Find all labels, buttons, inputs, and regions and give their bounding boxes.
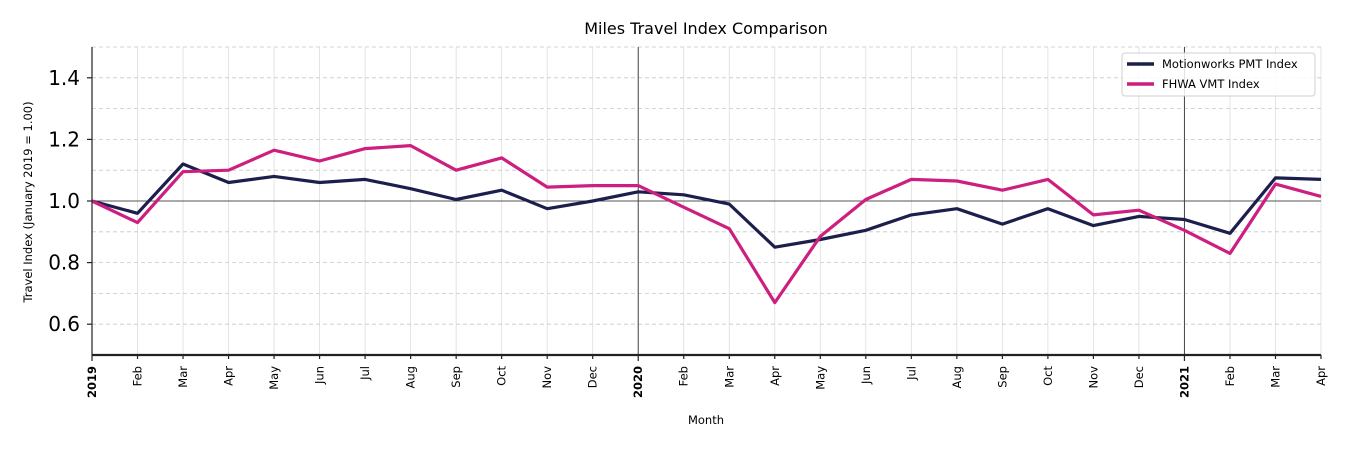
y-axis-ticks: 0.6 0.8 1.0 1.2 1.4 <box>48 66 92 336</box>
x-tick-label: Oct <box>1041 366 1055 386</box>
x-tick-label: Dec <box>1132 366 1146 388</box>
x-tick-label: Mar <box>722 366 736 388</box>
x-tick-label: Jun <box>859 366 873 385</box>
x-tick-label: Jul <box>358 366 372 381</box>
x-tick-label: Jul <box>904 366 918 381</box>
series-line-pmt <box>91 162 1322 249</box>
y-tick-label: 0.6 <box>48 312 80 336</box>
legend-label-pmt: Motionworks PMT Index <box>1162 57 1298 71</box>
x-axis-label: Month <box>688 413 724 427</box>
x-tick-label: Sep <box>995 366 1009 388</box>
x-tick-label: Feb <box>677 366 691 386</box>
y-tick-label: 1.2 <box>48 127 80 151</box>
x-tick-label: Aug <box>950 366 964 388</box>
x-tick-label: Mar <box>176 366 190 388</box>
x-tick-label: 2019 <box>85 366 99 398</box>
x-tick-label: Jun <box>313 366 327 385</box>
y-axis-label: Travel Index (January 2019 = 1.00) <box>21 101 35 303</box>
x-tick-label: Nov <box>1086 366 1100 389</box>
x-axis-ticks: 2019 Feb Mar Apr May Jun Jul Aug Sep Oct Nov Dec 202… <box>85 355 1328 398</box>
x-tick-label: Oct <box>495 366 509 386</box>
x-tick-label: May <box>813 366 827 390</box>
x-tick-label: 2020 <box>631 366 645 398</box>
x-tick-label: 2021 <box>1177 366 1191 398</box>
x-tick-label: Apr <box>1314 366 1328 386</box>
x-tick-label: Aug <box>404 366 418 388</box>
x-tick-label: Nov <box>540 366 554 389</box>
y-tick-label: 1.4 <box>48 66 80 90</box>
legend-label-vmt: FHWA VMT Index <box>1162 77 1260 91</box>
legend: Motionworks PMT Index FHWA VMT Index <box>1121 52 1316 97</box>
y-tick-label: 0.8 <box>48 251 80 275</box>
series-line-vmt <box>91 144 1322 305</box>
x-tick-label: Feb <box>1223 366 1237 386</box>
x-tick-label: Mar <box>1268 366 1282 388</box>
x-tick-label: Apr <box>222 366 236 386</box>
x-tick-label: Sep <box>449 366 463 388</box>
x-tick-label: Feb <box>131 366 145 386</box>
chart-title: Miles Travel Index Comparison <box>584 19 828 38</box>
x-tick-label: Apr <box>768 366 782 386</box>
x-tick-label: May <box>267 366 281 390</box>
x-tick-label: Dec <box>586 366 600 388</box>
legend-box <box>1121 52 1316 97</box>
data-series <box>91 144 1322 305</box>
y-tick-label: 1.0 <box>48 189 80 213</box>
